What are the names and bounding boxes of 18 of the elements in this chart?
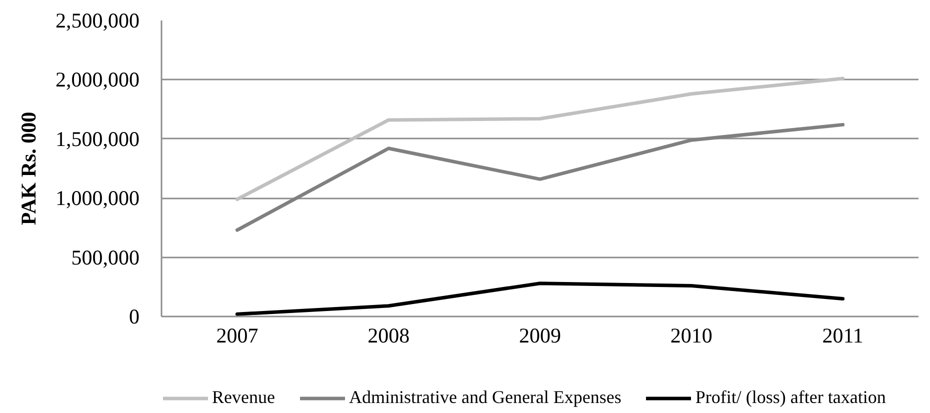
- y-tick-label: 2,000,000: [56, 68, 140, 92]
- y-tick-label: 500,000: [71, 245, 140, 270]
- legend-label: Profit/ (loss) after taxation: [695, 387, 886, 408]
- y-tick-label: 1,500,000: [56, 126, 140, 151]
- legend-label: Revenue: [212, 387, 275, 408]
- x-tick-label: 2011: [822, 324, 864, 348]
- y-tick-label: 2,500,000: [56, 8, 140, 32]
- x-tick-label: 2007: [216, 324, 258, 348]
- x-tick-label: 2009: [519, 324, 561, 348]
- line-series: [235, 76, 845, 202]
- line-series: [235, 282, 845, 316]
- y-tick-label: 0: [129, 304, 140, 328]
- line-series: [235, 122, 845, 232]
- x-tick-label: 2008: [368, 324, 410, 348]
- legend-label: Administrative and General Expenses: [348, 387, 622, 408]
- x-tick-label: 2010: [670, 324, 712, 348]
- y-axis-title: PAK Rs. 000: [16, 112, 40, 226]
- y-tick-label: 1,000,000: [56, 186, 140, 210]
